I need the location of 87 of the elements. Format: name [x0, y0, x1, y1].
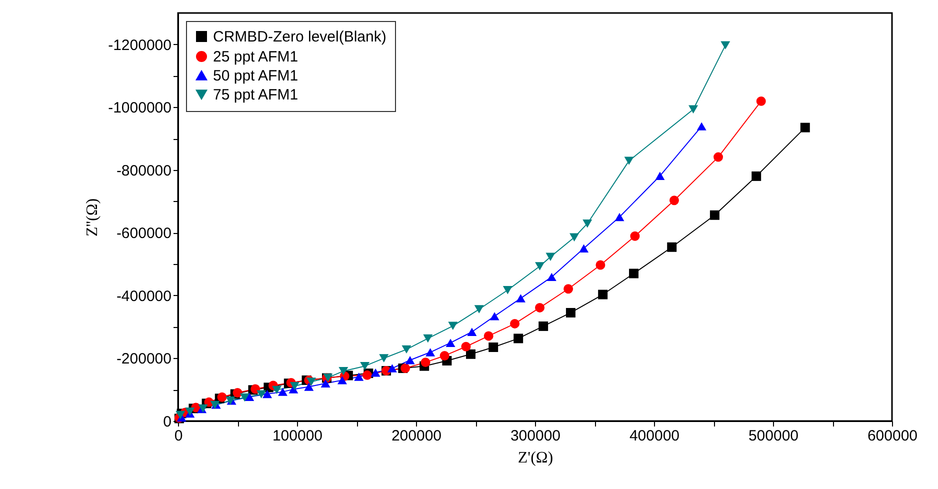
point	[400, 364, 410, 374]
x-tick-label: 0	[174, 428, 183, 444]
point	[752, 171, 762, 181]
point	[630, 231, 640, 241]
point	[502, 286, 512, 294]
y-tick-label: -400000	[116, 288, 172, 305]
point	[240, 393, 250, 402]
point	[360, 362, 370, 370]
point	[538, 321, 548, 331]
point	[546, 252, 556, 261]
point	[337, 376, 347, 384]
point	[420, 358, 430, 368]
point	[250, 384, 260, 394]
point	[278, 388, 288, 396]
point	[669, 196, 679, 206]
y-tick-label: -1200000	[108, 36, 172, 54]
legend-label: 25 ppt AFM1	[213, 48, 298, 66]
x-tick-label: 600000	[867, 428, 918, 444]
point	[488, 342, 498, 352]
point	[423, 334, 433, 343]
point	[484, 331, 494, 341]
point	[474, 305, 484, 314]
point	[629, 268, 639, 278]
point	[262, 390, 272, 398]
point	[516, 294, 526, 302]
x-tick-label: 400000	[629, 428, 680, 444]
point	[510, 318, 520, 328]
point	[290, 382, 300, 390]
point	[387, 364, 397, 372]
point	[354, 372, 364, 381]
point	[598, 290, 608, 300]
point	[514, 334, 524, 344]
point	[582, 219, 592, 228]
point	[256, 390, 266, 398]
point	[596, 260, 606, 270]
point	[461, 342, 471, 352]
point	[446, 338, 456, 347]
point	[655, 172, 665, 180]
point	[244, 392, 254, 401]
legend-label: 50 ppt AFM1	[213, 68, 298, 84]
point	[405, 356, 415, 364]
legend-label: CRMBD-Zero level(Blank)	[213, 28, 386, 46]
point	[688, 105, 698, 114]
point	[570, 233, 580, 242]
point	[624, 156, 634, 165]
point	[320, 379, 330, 388]
point	[535, 262, 545, 270]
x-tick-label: 300000	[510, 428, 561, 444]
point	[696, 122, 706, 130]
point	[466, 349, 476, 359]
point	[217, 392, 227, 402]
point	[272, 386, 282, 394]
point	[535, 302, 545, 312]
point	[426, 348, 436, 356]
y-tick-label: -600000	[116, 225, 172, 242]
point	[306, 378, 316, 386]
point	[448, 322, 458, 330]
point	[440, 350, 450, 360]
x-tick-label: 100000	[272, 428, 323, 444]
y-tick-label: -800000	[116, 162, 172, 180]
x-axis-title: Z'(Ω)	[518, 450, 554, 466]
point	[614, 212, 624, 222]
point	[304, 382, 314, 391]
y-axis-title: Z''(Ω)	[84, 198, 102, 237]
point	[370, 368, 380, 377]
legend-label: 75 ppt AFM1	[213, 86, 298, 104]
point	[338, 366, 348, 376]
point	[714, 152, 724, 162]
point	[756, 96, 766, 106]
point	[379, 354, 389, 362]
point	[710, 210, 720, 220]
y-tick-label: -200000	[116, 350, 172, 368]
point	[546, 272, 556, 282]
point	[667, 242, 677, 252]
x-tick-label: 200000	[391, 428, 442, 444]
y-tick-label: 0	[163, 414, 172, 430]
x-tick-label: 500000	[748, 428, 799, 444]
y-tick-label: -1000000	[108, 100, 172, 117]
point	[564, 284, 574, 294]
point	[490, 312, 500, 320]
point	[800, 122, 810, 132]
point	[566, 308, 576, 318]
point	[720, 41, 730, 50]
point	[467, 328, 477, 336]
point	[402, 345, 412, 354]
point	[579, 244, 589, 252]
point	[232, 388, 242, 398]
